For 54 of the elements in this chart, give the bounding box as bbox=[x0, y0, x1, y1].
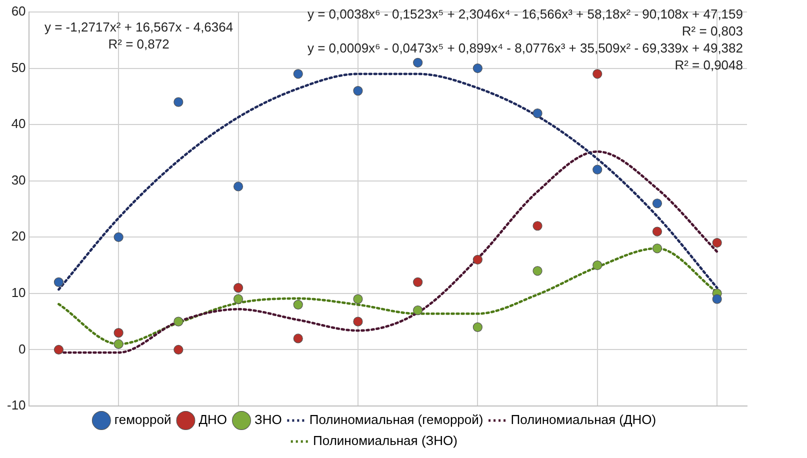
point bbox=[353, 86, 363, 96]
y-tick-label: 60 bbox=[11, 4, 26, 19]
point bbox=[174, 97, 184, 107]
y-tick-label: 0 bbox=[18, 341, 26, 356]
point bbox=[413, 277, 423, 287]
annotation: R² = 0,9048 bbox=[674, 58, 743, 73]
point bbox=[174, 344, 184, 355]
legend-label: ДНО bbox=[198, 412, 228, 428]
point bbox=[592, 260, 602, 270]
point bbox=[114, 328, 124, 338]
point bbox=[652, 226, 662, 236]
legend-label: Полиномиальная (ДНО) bbox=[510, 412, 656, 428]
point bbox=[233, 283, 244, 293]
annotation: y = -1,2717x² + 16,567x - 4,6364 bbox=[44, 20, 234, 35]
point bbox=[532, 266, 542, 276]
point bbox=[293, 69, 303, 79]
point bbox=[532, 108, 542, 118]
point bbox=[413, 58, 423, 68]
y-tick-label: 50 bbox=[11, 60, 26, 75]
point bbox=[652, 244, 662, 254]
point bbox=[472, 63, 482, 74]
point bbox=[353, 294, 363, 304]
point bbox=[54, 344, 64, 355]
point bbox=[233, 182, 244, 192]
annotation: R² = 0,803 bbox=[682, 24, 743, 39]
y-tick-label: 10 bbox=[11, 285, 26, 300]
point bbox=[413, 306, 423, 316]
legend-label: Полиномиальная (геморрой) bbox=[309, 412, 484, 428]
annotation: y = 0,0009x⁶ - 0,0473x⁵ + 0,899x⁴ - 8,0776x³ + 35,509x² - 69,339x + 49,382 bbox=[307, 40, 743, 56]
point bbox=[293, 334, 303, 344]
point bbox=[592, 164, 602, 174]
point bbox=[174, 316, 184, 326]
point bbox=[114, 339, 124, 349]
point bbox=[532, 221, 542, 231]
y-tick-label: 30 bbox=[11, 172, 26, 188]
point bbox=[114, 232, 124, 242]
point bbox=[712, 238, 722, 248]
annotation: R² = 0,872 bbox=[108, 36, 170, 52]
point bbox=[652, 198, 662, 208]
point bbox=[712, 294, 722, 304]
y-tick-label: 40 bbox=[11, 116, 26, 132]
point bbox=[293, 300, 303, 310]
point bbox=[233, 294, 244, 304]
annotation: y = 0,0038x⁶ - 0,1523x⁵ + 2,3046x⁴ - 16,566x³ + 58,18x² - 90,108x + 47,159 bbox=[307, 6, 743, 22]
legend-label: Полиномиальная (ЗНО) bbox=[313, 433, 458, 448]
legend-label: ЗНО bbox=[254, 412, 282, 428]
y-tick-label: -10 bbox=[6, 398, 26, 413]
point bbox=[592, 69, 602, 79]
y-tick-label: 20 bbox=[11, 228, 26, 244]
point bbox=[353, 316, 363, 326]
point bbox=[472, 254, 482, 264]
legend-label: геморрой bbox=[114, 412, 172, 428]
point bbox=[54, 277, 64, 287]
point bbox=[472, 322, 482, 332]
